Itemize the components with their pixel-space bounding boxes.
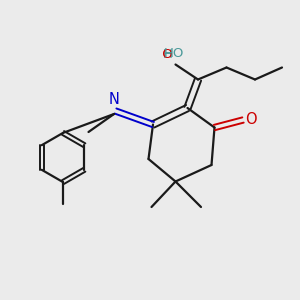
Text: O: O xyxy=(245,112,257,128)
Text: O: O xyxy=(158,48,172,61)
Text: HO: HO xyxy=(164,47,184,60)
Text: N: N xyxy=(109,92,119,107)
Text: H: H xyxy=(163,48,172,61)
